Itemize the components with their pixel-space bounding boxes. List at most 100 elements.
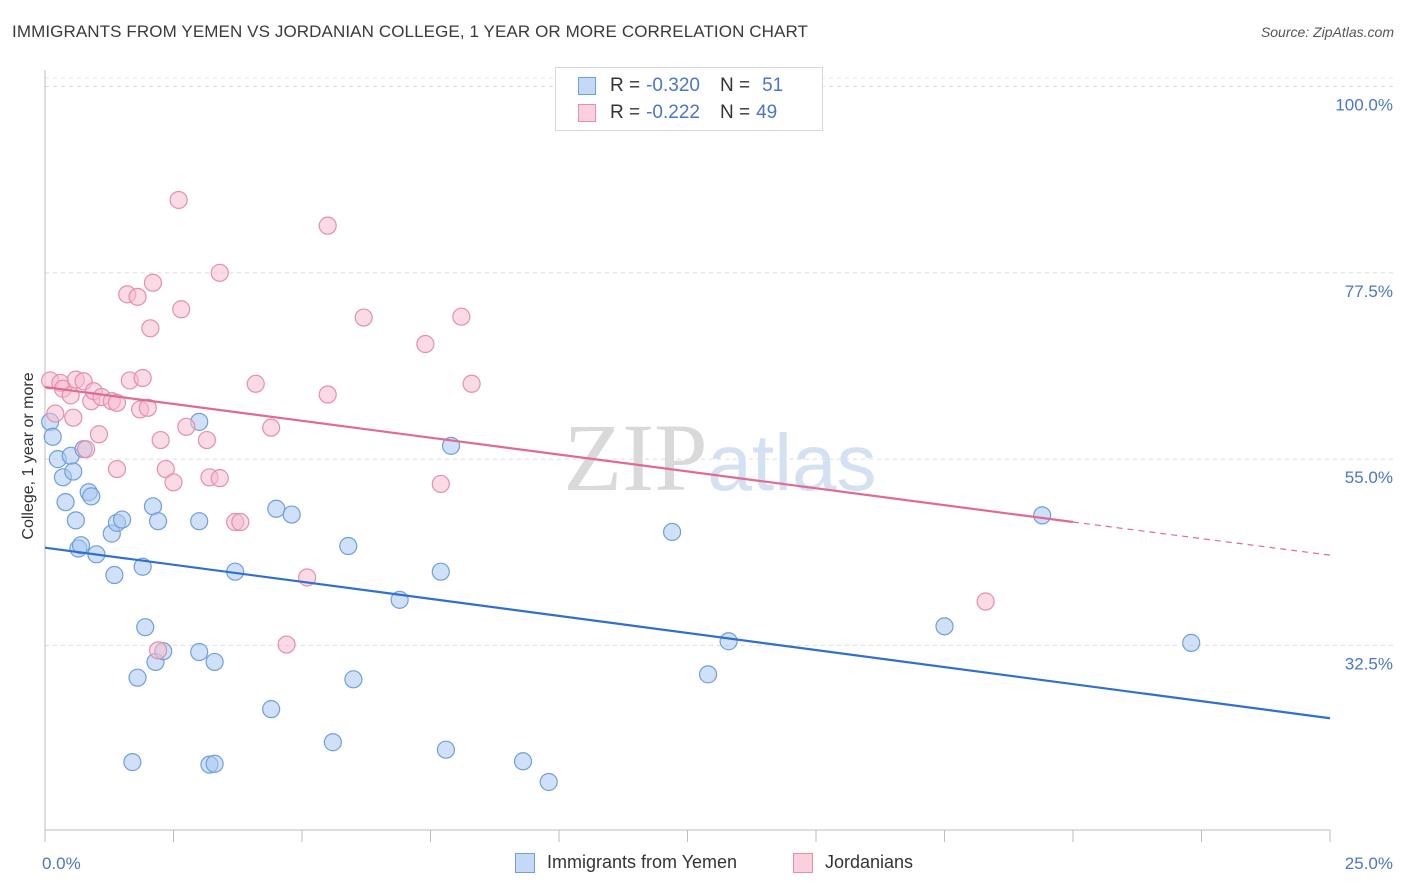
jordanian-point xyxy=(431,474,450,494)
legend-row-jordanians: R = -0.222 N = 49 xyxy=(578,101,777,125)
yemen-point xyxy=(43,427,62,446)
yemen-point xyxy=(128,668,147,687)
legend-swatch-jordanians xyxy=(578,104,596,122)
axes xyxy=(44,70,1331,842)
yemen-point xyxy=(136,618,155,637)
gridlines xyxy=(45,77,1395,646)
yemen-point xyxy=(344,670,363,689)
jordanian-point xyxy=(210,263,229,282)
jordanian-point xyxy=(210,469,229,488)
yemen-point xyxy=(205,754,224,773)
legend-n-label: N = xyxy=(719,102,751,123)
legend-row-yemen: R = -0.320 N = 51 xyxy=(578,74,783,98)
jordanian-point xyxy=(318,385,337,404)
yemen-point xyxy=(71,536,91,555)
jordanian-point xyxy=(169,190,188,210)
jordanian-point xyxy=(148,641,168,660)
yemen-point xyxy=(64,462,83,481)
series-swatch-yemen xyxy=(515,852,535,873)
yemen-point xyxy=(323,733,342,752)
yemen-point xyxy=(82,487,101,506)
y-tick-label: 32.5% xyxy=(1345,654,1393,673)
series-legend-jordanians: Jordanians xyxy=(793,852,913,873)
legend-n-value: 49 xyxy=(756,102,778,123)
yemen-point xyxy=(133,557,152,576)
jordanian-point xyxy=(46,404,65,423)
yemen-trend-line xyxy=(44,546,1331,720)
jordanian-trend-line xyxy=(44,385,1074,524)
yemen-point xyxy=(123,753,142,772)
series-swatch-jordanians xyxy=(793,852,813,873)
jordanian-point xyxy=(107,459,127,479)
legend-r-label: R = xyxy=(610,75,641,96)
x-tick-label: 25.0% xyxy=(1345,854,1393,873)
y-axis-title: College, 1 year or more xyxy=(20,372,37,539)
jordanian-point xyxy=(89,425,109,444)
watermark-text: ZIPatlas xyxy=(564,404,877,511)
yemen-point xyxy=(56,493,75,512)
yemen-point xyxy=(205,652,224,672)
jordanian-point xyxy=(246,374,265,393)
trend-lines xyxy=(44,385,1331,720)
legend-n-label: N = xyxy=(719,75,751,96)
yemen-point xyxy=(662,522,682,542)
jordanian-point xyxy=(138,398,157,417)
jordanian-point xyxy=(141,319,160,338)
data-points xyxy=(41,190,1201,792)
jordanian-point xyxy=(277,635,296,654)
jordanian-point xyxy=(77,440,96,459)
series-legend-label: Immigrants from Yemen xyxy=(547,852,738,872)
source-label: Source: ZipAtlas.com xyxy=(1260,24,1394,40)
yemen-point xyxy=(935,617,954,636)
legend-r-value: -0.222 xyxy=(646,102,700,123)
yemen-point xyxy=(262,700,281,719)
y-tick-label: 100.0% xyxy=(1335,96,1393,115)
yemen-point xyxy=(539,772,558,792)
legend-swatch-yemen xyxy=(578,77,596,95)
series-legend: Immigrants from Yemen Jordanians xyxy=(0,852,1406,878)
jordanian-point xyxy=(976,592,995,611)
yemen-point xyxy=(66,511,85,530)
jordanian-point xyxy=(197,430,217,450)
yemen-point xyxy=(719,632,738,651)
jordanian-point xyxy=(262,418,281,437)
jordanian-point xyxy=(416,334,435,354)
yemen-point xyxy=(1033,506,1052,525)
jordanian-point xyxy=(143,273,163,292)
series-legend-label: Jordanians xyxy=(825,852,914,872)
yemen-point xyxy=(190,512,209,531)
chart-title: IMMIGRANTS FROM YEMEN VS JORDANIAN COLLE… xyxy=(12,22,809,41)
y-tick-label: 55.0% xyxy=(1345,468,1393,487)
legend-r-value: -0.320 xyxy=(646,75,700,96)
jordanian-point xyxy=(172,300,191,319)
jordanian-point xyxy=(462,374,481,393)
jordanian-point xyxy=(128,287,147,306)
yemen-point xyxy=(339,536,358,556)
yemen-point xyxy=(105,565,124,585)
jordanian-point xyxy=(164,473,183,492)
jordanian-point xyxy=(177,417,196,436)
jordanian-point xyxy=(151,430,170,450)
yemen-point xyxy=(112,510,132,529)
yemen-point xyxy=(190,642,209,662)
yemen-point xyxy=(1182,633,1201,652)
yemen-point xyxy=(431,562,450,581)
jordanian-trend-extension xyxy=(1072,521,1331,556)
x-tick-label: 0.0% xyxy=(42,854,81,873)
legend-r-label: R = xyxy=(610,102,641,123)
jordanian-point xyxy=(107,393,127,412)
yemen-point xyxy=(282,505,301,524)
yemen-point xyxy=(148,512,168,531)
correlation-legend: R = -0.320 N = 51 R = -0.222 N = 49 xyxy=(555,67,823,131)
yemen-point xyxy=(513,752,533,771)
series-legend-yemen: Immigrants from Yemen xyxy=(515,852,737,873)
yemen-point xyxy=(267,499,286,518)
jordanian-point xyxy=(318,216,337,235)
jordanian-point xyxy=(231,512,250,532)
jordanian-point xyxy=(452,307,471,326)
legend-n-value: 51 xyxy=(762,75,784,96)
watermark: ZIPatlas xyxy=(564,404,877,511)
jordanian-point xyxy=(64,408,83,427)
y-tick-label: 77.5% xyxy=(1345,282,1393,301)
